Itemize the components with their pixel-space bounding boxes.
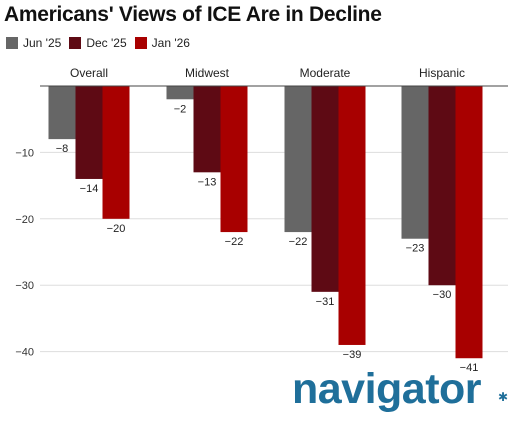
data-label: −20 (107, 223, 126, 235)
y-tick-label: −20 (15, 214, 34, 226)
legend-label-dec-25: Dec '25 (86, 36, 127, 50)
data-label: −14 (80, 183, 99, 195)
legend-swatch-dec-25 (69, 37, 82, 49)
data-label: −41 (460, 362, 479, 374)
category-label: Hispanic (419, 66, 465, 80)
category-label: Midwest (185, 66, 230, 80)
legend: Jun '25 Dec '25 Jan '26 (6, 36, 190, 50)
logo-star-icon: ✱ (498, 390, 509, 404)
data-label: −2 (174, 103, 187, 115)
data-label: −8 (56, 143, 69, 155)
bar (75, 86, 103, 179)
data-label: −23 (406, 243, 425, 255)
bar (311, 86, 339, 292)
legend-label-jan-26: Jan '26 (151, 36, 190, 50)
data-label: −22 (225, 236, 244, 248)
chart-title: Americans' Views of ICE Are in Decline (4, 3, 382, 26)
bar (220, 86, 248, 233)
bar (284, 86, 312, 233)
bar (166, 86, 194, 100)
bar (455, 86, 483, 359)
bar (193, 86, 221, 173)
legend-swatch-jan-26 (134, 37, 147, 49)
data-label: −31 (316, 296, 335, 308)
y-tick-label: −30 (15, 280, 34, 292)
bar (48, 86, 76, 140)
data-label: −22 (289, 236, 308, 248)
legend-item-dec-25: Dec '25 (69, 36, 127, 50)
navigator-logo: navigator (292, 365, 482, 413)
legend-item-jun-25: Jun '25 (6, 36, 61, 50)
y-tick-label: −10 (15, 147, 34, 159)
legend-swatch-jun-25 (6, 37, 18, 49)
data-label: −13 (198, 176, 217, 188)
legend-label-jun-25: Jun '25 (23, 36, 62, 50)
bar (401, 86, 429, 239)
category-label: Moderate (300, 66, 351, 80)
category-label: Overall (70, 66, 108, 80)
bar (102, 86, 130, 219)
data-label: −30 (433, 289, 452, 301)
bar (428, 86, 456, 286)
data-label: −39 (343, 349, 362, 361)
y-tick-label: −40 (15, 347, 34, 359)
bar (338, 86, 366, 345)
legend-item-jan-26: Jan '26 (134, 36, 190, 50)
